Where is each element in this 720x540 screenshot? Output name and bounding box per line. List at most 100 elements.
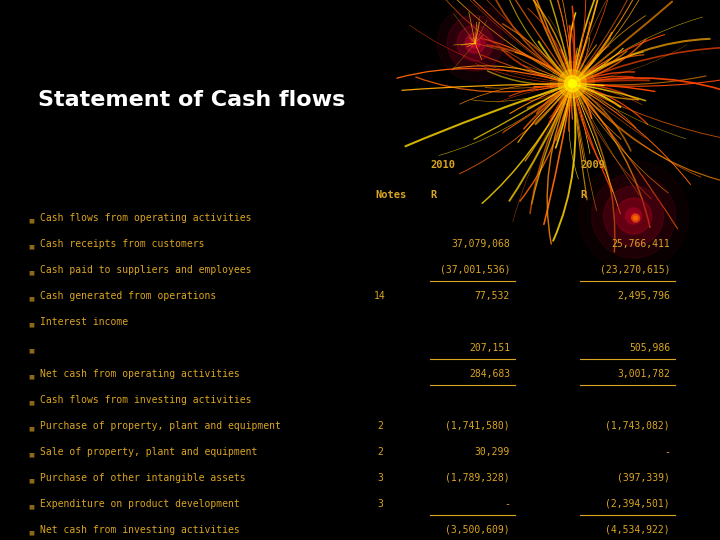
FancyArrowPatch shape bbox=[572, 84, 652, 199]
FancyArrowPatch shape bbox=[572, 84, 690, 185]
FancyArrowPatch shape bbox=[509, 84, 572, 201]
Text: ■: ■ bbox=[28, 348, 34, 353]
Circle shape bbox=[626, 208, 642, 224]
FancyArrowPatch shape bbox=[443, 0, 572, 84]
FancyArrowPatch shape bbox=[570, 26, 572, 84]
Text: (23,270,615): (23,270,615) bbox=[600, 265, 670, 275]
Text: 37,079,068: 37,079,068 bbox=[451, 239, 510, 249]
Circle shape bbox=[470, 38, 480, 48]
FancyArrowPatch shape bbox=[516, 52, 572, 84]
FancyArrowPatch shape bbox=[572, 72, 634, 84]
Text: Sale of property, plant and equipment: Sale of property, plant and equipment bbox=[40, 447, 257, 457]
FancyArrowPatch shape bbox=[572, 80, 649, 84]
FancyArrowPatch shape bbox=[549, 84, 572, 118]
FancyArrowPatch shape bbox=[503, 24, 572, 84]
FancyArrowPatch shape bbox=[572, 48, 720, 84]
FancyArrowPatch shape bbox=[572, 0, 621, 84]
FancyArrowPatch shape bbox=[449, 0, 572, 84]
FancyArrowPatch shape bbox=[518, 84, 572, 143]
Text: Cash paid to suppliers and employees: Cash paid to suppliers and employees bbox=[40, 265, 251, 275]
FancyArrowPatch shape bbox=[572, 84, 621, 214]
FancyArrowPatch shape bbox=[513, 84, 572, 222]
FancyArrowPatch shape bbox=[572, 0, 647, 84]
FancyArrowPatch shape bbox=[572, 37, 611, 84]
FancyArrowPatch shape bbox=[572, 84, 685, 139]
FancyArrowPatch shape bbox=[510, 84, 572, 113]
Text: Net cash from operating activities: Net cash from operating activities bbox=[40, 369, 240, 379]
Text: ■: ■ bbox=[28, 296, 34, 301]
FancyArrowPatch shape bbox=[454, 0, 572, 84]
Text: (1,789,328): (1,789,328) bbox=[446, 473, 510, 483]
FancyArrowPatch shape bbox=[539, 42, 572, 84]
Text: 30,299: 30,299 bbox=[474, 447, 510, 457]
Text: Purchase of property, plant and equipment: Purchase of property, plant and equipmen… bbox=[40, 421, 281, 431]
Text: Interest income: Interest income bbox=[40, 317, 128, 327]
FancyArrowPatch shape bbox=[474, 84, 572, 139]
FancyArrowPatch shape bbox=[533, 0, 572, 84]
FancyArrowPatch shape bbox=[572, 84, 646, 100]
Text: Cash flows from investing activities: Cash flows from investing activities bbox=[40, 395, 251, 405]
FancyArrowPatch shape bbox=[503, 0, 572, 84]
FancyArrowPatch shape bbox=[548, 16, 572, 84]
FancyArrowPatch shape bbox=[572, 76, 706, 85]
FancyArrowPatch shape bbox=[456, 0, 572, 84]
FancyArrowPatch shape bbox=[572, 84, 650, 227]
FancyArrowPatch shape bbox=[464, 0, 572, 84]
FancyArrowPatch shape bbox=[557, 84, 572, 140]
FancyArrowPatch shape bbox=[525, 84, 572, 161]
FancyArrowPatch shape bbox=[572, 84, 654, 91]
Text: Cash flows from operating activities: Cash flows from operating activities bbox=[40, 213, 251, 223]
FancyArrowPatch shape bbox=[572, 22, 590, 84]
Text: 3: 3 bbox=[377, 473, 383, 483]
FancyArrowPatch shape bbox=[572, 84, 615, 252]
FancyArrowPatch shape bbox=[572, 16, 646, 84]
FancyArrowPatch shape bbox=[536, 84, 572, 113]
Text: 207,151: 207,151 bbox=[469, 343, 510, 353]
FancyArrowPatch shape bbox=[572, 6, 575, 84]
FancyArrowPatch shape bbox=[572, 44, 687, 84]
Text: 2010: 2010 bbox=[430, 160, 455, 170]
FancyArrowPatch shape bbox=[572, 54, 577, 84]
Text: -: - bbox=[504, 499, 510, 509]
Circle shape bbox=[447, 15, 503, 71]
FancyArrowPatch shape bbox=[520, 0, 572, 84]
FancyArrowPatch shape bbox=[572, 76, 634, 84]
FancyArrowPatch shape bbox=[481, 55, 572, 84]
FancyArrowPatch shape bbox=[572, 0, 602, 84]
FancyArrowPatch shape bbox=[547, 84, 572, 244]
FancyArrowPatch shape bbox=[572, 84, 604, 169]
FancyArrowPatch shape bbox=[569, 84, 572, 131]
Text: 2: 2 bbox=[377, 447, 383, 457]
Text: 25,766,411: 25,766,411 bbox=[611, 239, 670, 249]
FancyArrowPatch shape bbox=[534, 84, 572, 87]
FancyArrowPatch shape bbox=[572, 84, 606, 114]
FancyArrowPatch shape bbox=[572, 84, 631, 151]
Text: Notes: Notes bbox=[375, 190, 406, 200]
FancyArrowPatch shape bbox=[572, 84, 720, 180]
FancyArrowPatch shape bbox=[498, 84, 572, 102]
FancyArrowPatch shape bbox=[416, 77, 572, 92]
Text: ■: ■ bbox=[28, 478, 34, 483]
FancyArrowPatch shape bbox=[572, 32, 612, 84]
Circle shape bbox=[634, 216, 638, 220]
Text: ■: ■ bbox=[28, 452, 34, 457]
Text: (4,534,922): (4,534,922) bbox=[606, 525, 670, 535]
FancyArrowPatch shape bbox=[572, 37, 590, 84]
FancyArrowPatch shape bbox=[519, 0, 572, 84]
Text: (3,500,609): (3,500,609) bbox=[446, 525, 510, 535]
Circle shape bbox=[437, 5, 513, 81]
FancyArrowPatch shape bbox=[572, 84, 584, 159]
FancyArrowPatch shape bbox=[552, 0, 572, 84]
FancyArrowPatch shape bbox=[516, 0, 572, 84]
Circle shape bbox=[559, 70, 586, 98]
Circle shape bbox=[579, 161, 688, 271]
FancyArrowPatch shape bbox=[509, 84, 572, 96]
FancyArrowPatch shape bbox=[544, 0, 572, 84]
FancyArrowPatch shape bbox=[503, 84, 572, 132]
FancyArrowPatch shape bbox=[572, 51, 627, 84]
FancyArrowPatch shape bbox=[523, 84, 572, 129]
FancyArrowPatch shape bbox=[556, 84, 572, 148]
FancyArrowPatch shape bbox=[572, 48, 577, 84]
Text: 505,986: 505,986 bbox=[629, 343, 670, 353]
Text: 2009: 2009 bbox=[580, 160, 605, 170]
